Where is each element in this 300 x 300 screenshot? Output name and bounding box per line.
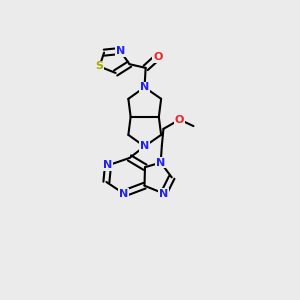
Text: N: N [140, 82, 149, 92]
Text: N: N [119, 188, 128, 199]
Text: N: N [156, 158, 165, 168]
Text: N: N [140, 141, 149, 152]
Text: N: N [159, 188, 168, 199]
Text: O: O [153, 52, 163, 62]
Text: N: N [103, 160, 112, 170]
Text: N: N [116, 46, 125, 56]
Text: O: O [175, 115, 184, 124]
Text: S: S [95, 61, 104, 71]
